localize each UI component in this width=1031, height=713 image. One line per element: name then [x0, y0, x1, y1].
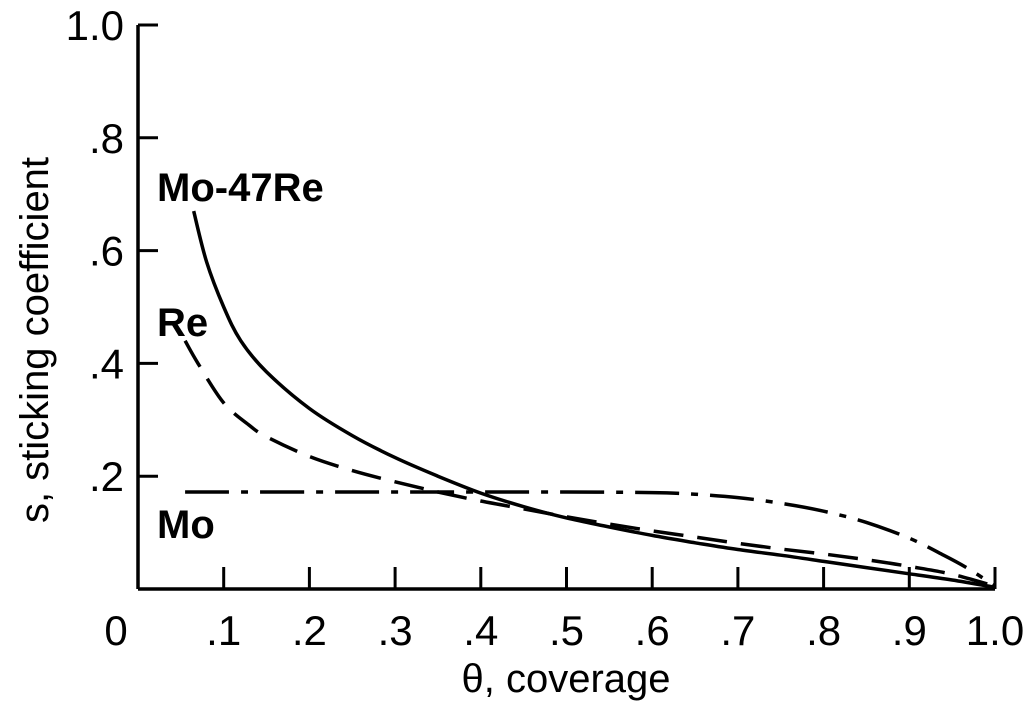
series-line-mo-47re [192, 210, 996, 590]
series-label-mo-47re: Mo-47Re [157, 166, 324, 210]
x-tick-label: 1.0 [966, 607, 1024, 654]
x-tick-label: .5 [549, 607, 584, 654]
series-labels: Mo-47Re Re Mo [157, 166, 324, 547]
x-tick-label: .2 [292, 607, 327, 654]
y-tick-label: .6 [89, 228, 124, 275]
x-tick-label: .1 [206, 607, 241, 654]
series-line-mo [185, 490, 996, 588]
series [183, 210, 996, 590]
x-axis-title: θ, coverage [461, 657, 670, 701]
x-tick-label: .8 [806, 607, 841, 654]
y-tick-label: .8 [89, 115, 124, 162]
series-line-re [183, 339, 996, 588]
ticks: 0 .1 .2 .3 .4 .5 .6 .7 .8 .9 1.0 .2 .4 .6 .8 1.0 [66, 2, 1025, 654]
y-tick-label: .4 [89, 340, 124, 387]
x-tick-label: 0 [104, 607, 127, 654]
x-tick-label: .3 [378, 607, 413, 654]
y-axis-title: s, sticking coefficient [13, 157, 57, 523]
series-label-re: Re [157, 301, 208, 345]
x-tick-label: .4 [463, 607, 498, 654]
y-tick-label: .2 [89, 453, 124, 500]
axes: θ, coverage s, sticking coefficient [13, 25, 995, 701]
x-tick-label: .6 [635, 607, 670, 654]
y-tick-label: 1.0 [66, 2, 124, 49]
series-label-mo: Mo [157, 503, 215, 547]
x-tick-label: .9 [892, 607, 927, 654]
x-tick-label: .7 [720, 607, 755, 654]
